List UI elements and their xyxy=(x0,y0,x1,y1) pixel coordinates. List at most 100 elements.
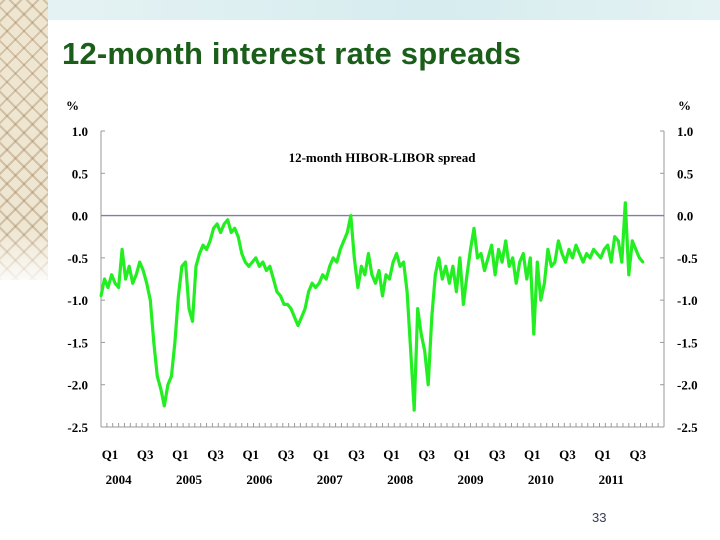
data-point xyxy=(243,260,247,264)
data-point xyxy=(360,264,363,268)
data-point xyxy=(564,260,567,264)
data-point xyxy=(532,332,536,336)
data-point xyxy=(455,290,458,294)
data-point xyxy=(479,252,483,256)
x-quarter-label: Q1 xyxy=(454,447,471,462)
data-point xyxy=(613,235,617,239)
data-point xyxy=(335,260,339,264)
data-point xyxy=(226,218,230,222)
x-year-label: 2011 xyxy=(599,472,624,487)
data-point xyxy=(592,248,595,251)
data-point xyxy=(578,252,581,256)
data-point xyxy=(321,273,325,277)
x-quarter-label: Q3 xyxy=(630,447,647,462)
data-point xyxy=(437,256,441,260)
data-point xyxy=(377,269,381,272)
data-point xyxy=(314,286,317,289)
data-point xyxy=(173,341,177,344)
data-point xyxy=(602,248,606,251)
y-tick-label-right: 0.0 xyxy=(677,209,693,224)
data-point xyxy=(345,231,349,234)
data-point xyxy=(553,260,557,264)
data-point xyxy=(391,260,395,264)
x-year-label: 2009 xyxy=(457,472,484,487)
x-year-label: 2008 xyxy=(387,472,414,487)
data-point xyxy=(113,281,117,285)
data-point xyxy=(180,264,184,268)
data-point xyxy=(599,256,603,260)
data-point xyxy=(324,277,328,281)
data-point xyxy=(412,408,416,412)
data-point xyxy=(483,269,486,272)
data-point xyxy=(250,260,254,264)
data-point xyxy=(363,273,367,277)
x-quarter-label: Q3 xyxy=(348,447,365,462)
data-point xyxy=(374,281,377,285)
data-point xyxy=(518,260,522,264)
data-point xyxy=(279,294,282,298)
y-tick-label-left: 0.0 xyxy=(72,209,88,224)
data-point xyxy=(331,256,335,260)
data-point xyxy=(201,243,205,247)
data-point xyxy=(504,239,508,243)
data-point xyxy=(472,226,476,230)
data-point xyxy=(630,239,634,243)
data-point xyxy=(384,273,388,277)
data-point xyxy=(208,239,212,243)
data-point xyxy=(567,248,571,251)
data-point xyxy=(416,307,420,310)
data-point xyxy=(486,256,490,260)
data-point xyxy=(620,260,624,264)
data-point xyxy=(289,307,293,310)
data-point xyxy=(265,269,268,272)
data-point xyxy=(388,277,391,281)
data-point xyxy=(543,281,546,285)
data-point xyxy=(535,260,539,264)
data-point xyxy=(117,286,120,289)
y-tick-label-right: -2.5 xyxy=(677,420,698,435)
data-point xyxy=(103,277,106,281)
x-year-label: 2004 xyxy=(106,472,133,487)
data-point xyxy=(124,277,127,281)
data-point xyxy=(616,239,620,243)
data-point xyxy=(462,303,465,306)
data-point xyxy=(138,260,142,264)
data-point xyxy=(623,201,627,205)
data-point xyxy=(588,256,592,260)
data-point xyxy=(272,277,275,281)
data-point xyxy=(433,273,437,277)
data-point xyxy=(356,286,360,289)
data-point xyxy=(500,260,504,264)
y-unit-left: % xyxy=(66,98,79,113)
data-point xyxy=(342,239,346,243)
data-point xyxy=(127,264,131,268)
x-quarter-label: Q3 xyxy=(137,447,154,462)
data-point xyxy=(448,281,451,285)
data-point xyxy=(521,252,525,256)
data-point xyxy=(148,298,152,302)
y-tick-label-left: 0.5 xyxy=(72,166,89,181)
y-tick-label-left: -0.5 xyxy=(67,251,88,266)
y-tick-label-left: 1.0 xyxy=(72,124,88,139)
data-point xyxy=(177,294,180,298)
data-point xyxy=(641,260,645,264)
data-point xyxy=(205,248,209,251)
data-point xyxy=(303,307,307,310)
y-unit-right: % xyxy=(678,98,691,113)
data-point xyxy=(458,256,462,260)
data-point xyxy=(585,252,588,256)
data-point xyxy=(444,264,448,268)
data-point xyxy=(134,273,138,277)
data-point xyxy=(261,260,265,264)
data-point xyxy=(120,248,124,251)
data-point xyxy=(155,374,159,378)
x-quarter-label: Q3 xyxy=(559,447,576,462)
data-point xyxy=(550,264,553,268)
data-point xyxy=(236,235,240,239)
data-point xyxy=(595,252,599,256)
y-tick-label-left: -1.5 xyxy=(67,335,88,350)
y-tick-label-right: -1.0 xyxy=(677,293,698,308)
data-point xyxy=(219,231,223,234)
data-point xyxy=(166,383,170,387)
data-point xyxy=(409,349,413,353)
